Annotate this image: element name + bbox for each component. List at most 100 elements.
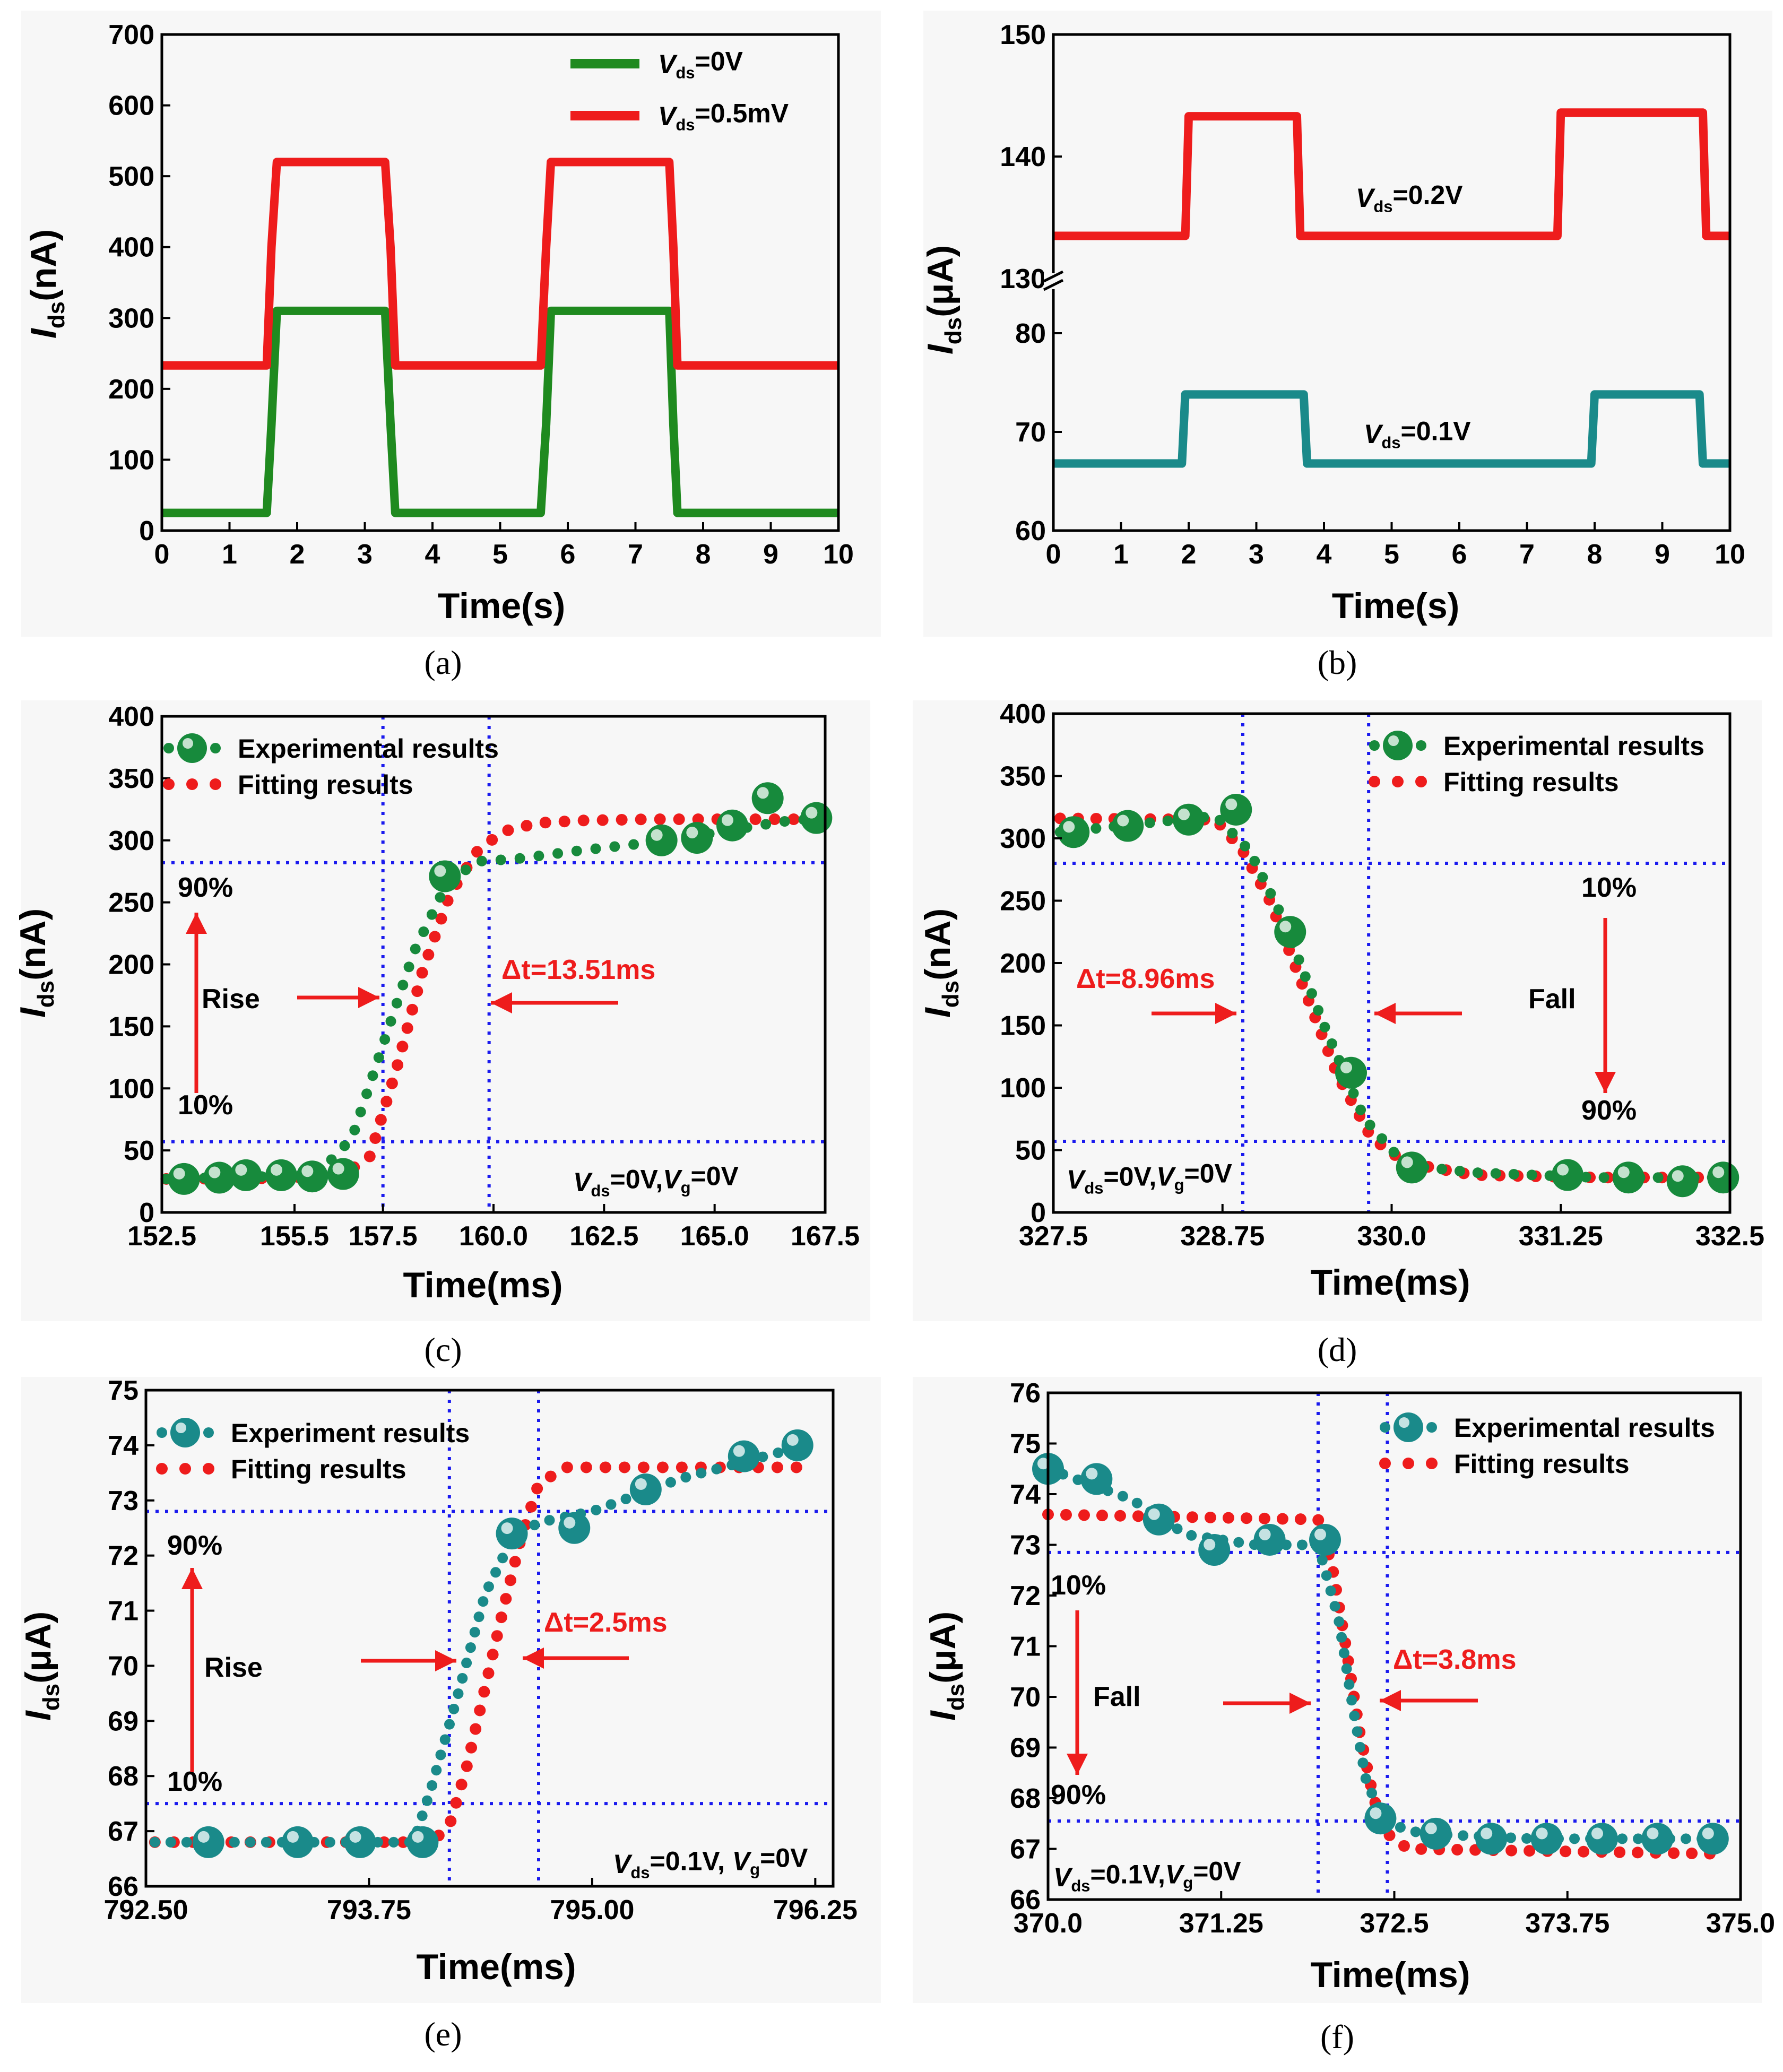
panel-e-exp-trend-point	[444, 1719, 455, 1730]
panel-a-legend-label: Vds=0.5mV	[658, 98, 789, 134]
panel-c-legend-sphere	[177, 733, 207, 763]
panel-e-ytick-label: 69	[108, 1706, 139, 1737]
panel-f-ytick-label: 70	[1010, 1682, 1041, 1713]
panel-f-exp-trend-point	[1395, 1822, 1406, 1833]
panel-e-exp-trend-point	[149, 1836, 160, 1848]
panel-d-exp-trend-point	[1090, 823, 1102, 834]
panel-d-exp-trend-point	[1162, 816, 1173, 827]
panel-c-exp-point-highlight	[434, 865, 446, 877]
panel-e-exp-trend-point	[453, 1688, 464, 1699]
panel-b-xtick-label: 8	[1587, 539, 1603, 570]
panel-c-delta-label: Δt=13.51ms	[501, 955, 655, 985]
panel-c-exp-point-highlight	[301, 1165, 314, 1177]
panel-d-direction-label: Fall	[1528, 984, 1576, 1015]
panel-f-exp-trend-point	[1344, 1679, 1355, 1690]
panel-c-xtick-label: 157.5	[349, 1221, 418, 1252]
panel-f-delta-arrow-left-head	[1289, 1693, 1311, 1714]
panel-c-fit-point	[673, 813, 685, 826]
panel-f-legend-sphere	[1393, 1412, 1423, 1442]
panel-e-condition-part: ds	[630, 1863, 650, 1882]
panel-b-ytick-label: 130	[1000, 264, 1046, 294]
panel-d-exp-point-highlight	[1672, 1170, 1684, 1182]
panel-f-condition-part: V	[1165, 1859, 1185, 1889]
panel-f-fit-point	[1240, 1512, 1252, 1524]
panel-e-pct-bottom: 10%	[167, 1766, 222, 1797]
panel-e-exp-trend-point	[680, 1472, 691, 1483]
panel-e-exp-trend-point	[529, 1520, 540, 1531]
panel-f-ytick-label: 72	[1010, 1581, 1041, 1611]
panel-f-exp-point-highlight	[1037, 1458, 1049, 1470]
panel-f-fit-point	[1451, 1843, 1464, 1856]
panel-f-fit-point	[1614, 1846, 1626, 1858]
panel-d-ytick-label: 0	[1031, 1198, 1046, 1228]
panel-a-ytick-label: 200	[108, 374, 154, 405]
panel-b-ytick-label: 150	[1000, 20, 1046, 50]
panel-f-exp-point	[1364, 1802, 1397, 1835]
panel-d-exp-point	[1396, 1151, 1428, 1184]
panel-c-delta-arrow-left-head	[358, 987, 379, 1008]
panel-a-legend-label-part: =0V	[695, 46, 743, 76]
panel-c-xlabel: Time(ms)	[403, 1265, 562, 1305]
panel-a-series-0	[162, 306, 838, 517]
panel-f-exp-trend-point	[1366, 1788, 1378, 1799]
panel-f-exp-trend-point	[1505, 1832, 1517, 1843]
panel-b-xtick-label: 7	[1519, 539, 1535, 570]
panel-f-pct-top: 10%	[1051, 1570, 1106, 1601]
panel-f-exp-trend-point	[1360, 1773, 1371, 1784]
panel-b-caption: (b)	[1318, 644, 1357, 681]
panel-d-ytick-label: 50	[1015, 1135, 1046, 1166]
panel-c-direction-label: Rise	[202, 984, 260, 1015]
panel-e-exp-point	[558, 1512, 591, 1544]
panel-f-ylabel: Ids(μA)	[923, 1611, 969, 1721]
panel-f-xtick-label: 375.0	[1706, 1908, 1775, 1939]
panel-a-ytick-label: 100	[108, 445, 154, 475]
panel-c-fit-point	[375, 1114, 387, 1126]
panel-c-legend-fit-dot	[163, 778, 175, 790]
panel-f-condition-part: ds	[1071, 1876, 1090, 1895]
panel-e-exp-trend-point	[620, 1493, 631, 1504]
panel-a-legend-label-part: V	[658, 49, 678, 79]
panel-e-fit-point	[561, 1461, 573, 1473]
panel-d-exp-trend-point	[1348, 1088, 1359, 1099]
panel-e-xtick-label: 792.50	[103, 1895, 188, 1926]
panel-e-exp-point-highlight	[197, 1831, 210, 1843]
panel-e-fit-point	[455, 1779, 468, 1791]
panel-c-exp-trend-point	[397, 979, 409, 991]
panel-f-exp-trend-point	[1317, 1555, 1328, 1566]
panel-b-xtick-label: 5	[1384, 539, 1399, 570]
panel-f-exp-point-highlight	[1536, 1827, 1548, 1840]
panel-c-fit-point	[616, 813, 628, 826]
panel-e-delta-arrow-right-head	[523, 1648, 544, 1669]
panel-e-legend-label: Fitting results	[231, 1454, 406, 1484]
panel-e-exp-trend-point	[591, 1504, 602, 1515]
panel-f-delta-label: Δt=3.8ms	[1393, 1644, 1517, 1675]
panel-f-ylabel-sub: ds	[943, 1684, 969, 1711]
panel-c-ytick-label: 200	[108, 950, 154, 981]
panel-e-exp-point	[406, 1826, 439, 1858]
panel-d-pct-top: 10%	[1581, 872, 1637, 903]
panel-e-exp-trend-point	[324, 1836, 335, 1848]
panel-f-direction-arrow-head	[1067, 1754, 1088, 1775]
panel-b-ylabel-main: I	[920, 343, 960, 354]
panel-a-ylabel-main: I	[23, 327, 64, 339]
panel-d-fit-point	[1090, 812, 1102, 825]
panel-c-fit-point	[596, 814, 609, 826]
panel-f-exp-trend-point	[1338, 1648, 1349, 1659]
panel-f-xtick-label: 370.0	[1014, 1908, 1083, 1939]
panel-c-exp-point	[265, 1159, 297, 1191]
panel-e-fit-point	[500, 1593, 512, 1605]
panel-f-fit-point	[1312, 1514, 1325, 1526]
panel-e: 792.50 793.75 795.00 796.25 66 67 68 69 70 71 72 73…	[18, 1375, 881, 2053]
panel-f-exp-point-highlight	[1425, 1822, 1437, 1834]
panel-f-exp-point	[1420, 1817, 1452, 1850]
panel-c-xtick-label: 162.5	[569, 1221, 638, 1252]
panel-f-exp-point	[1641, 1823, 1674, 1855]
panel-d-xtick-label: 331.25	[1519, 1221, 1603, 1252]
panel-a-series-1	[162, 158, 838, 370]
panel-b-xlabel: Time(s)	[1332, 586, 1460, 626]
panel-e-fit-point	[599, 1461, 611, 1473]
panel-e-ytick-label: 70	[108, 1651, 139, 1681]
panel-c-exp-trend-point	[355, 1106, 366, 1117]
panel-f-ytick-label: 74	[1010, 1479, 1041, 1510]
panel-f-legend-fit-dot	[1403, 1458, 1414, 1469]
